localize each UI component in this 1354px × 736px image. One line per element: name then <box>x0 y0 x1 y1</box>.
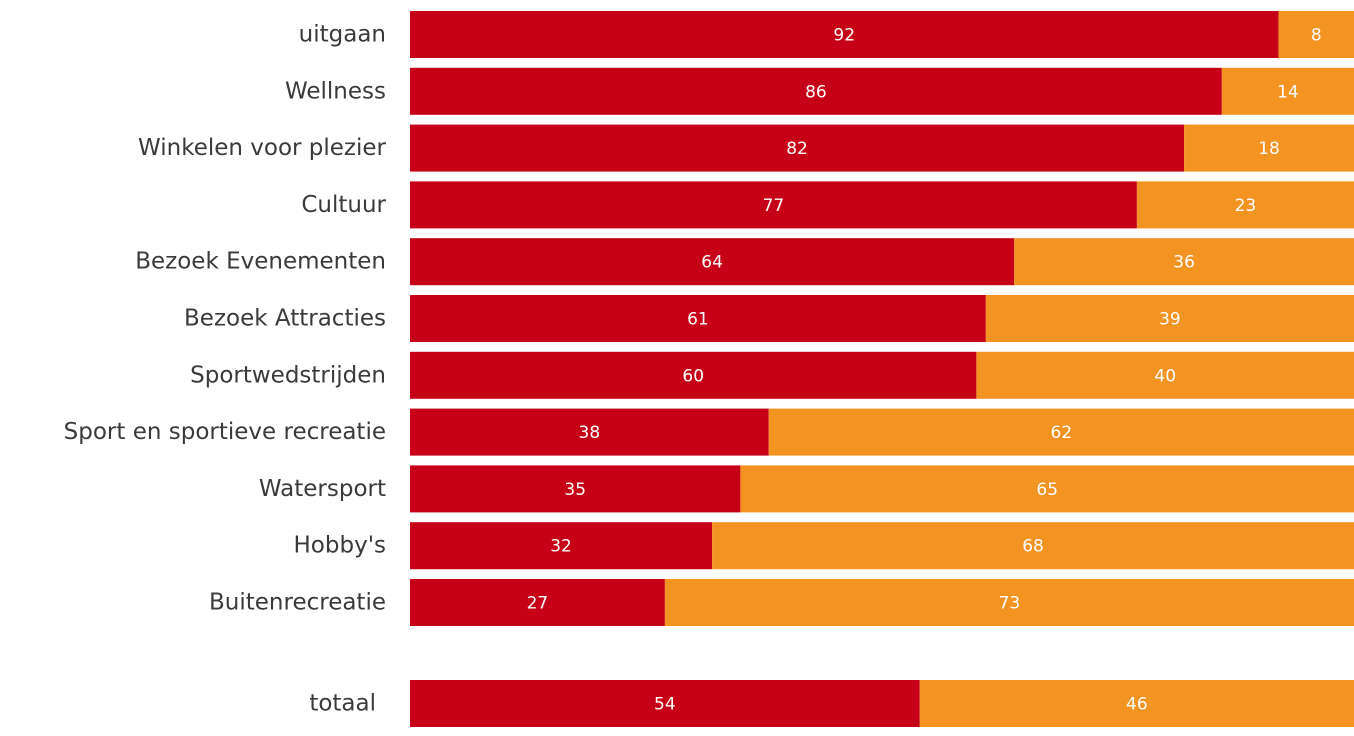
value-label-uitgaan-series-1: 92 <box>833 26 855 46</box>
bar-totaal-series-2 <box>919 680 1354 727</box>
category-label-wellness: Wellness <box>285 78 386 104</box>
value-label-wellness-series-1: 86 <box>805 82 827 102</box>
category-label-cultuur: Cultuur <box>301 192 386 218</box>
bar-totaal-series-1 <box>410 680 920 727</box>
value-label-bezoek-attracties-series-1: 61 <box>687 310 709 330</box>
bar-bezoek-evenementen-series-1 <box>410 238 1015 286</box>
category-label-winkelen-voor-plezier: Winkelen voor plezier <box>138 135 387 161</box>
value-label-buitenrecreatie-series-1: 27 <box>527 594 549 614</box>
category-label-buitenrecreatie: Buitenrecreatie <box>209 590 386 616</box>
value-label-bezoek-evenementen-series-1: 64 <box>701 253 723 273</box>
value-label-watersport-series-2: 65 <box>1036 480 1058 500</box>
value-label-cultuur-series-2: 23 <box>1235 196 1257 216</box>
category-label-bezoek-attracties: Bezoek Attracties <box>184 306 386 332</box>
bar-watersport-series-2 <box>740 465 1354 513</box>
category-labels: uitgaan Wellness Winkelen voor plezier Cult… <box>64 22 387 717</box>
bar-sport-en-sportieve-recreatie-series-1 <box>410 408 769 456</box>
bar-sportwedstrijden-series-1 <box>410 351 977 399</box>
category-label-uitgaan: uitgaan <box>299 22 386 48</box>
value-label-totaal-series-2: 46 <box>1126 695 1148 715</box>
bar-uitgaan-series-2 <box>1278 11 1354 58</box>
bar-winkelen-voor-plezier-series-1 <box>410 124 1185 172</box>
bar-watersport-series-1 <box>410 465 741 513</box>
bar-bezoek-evenementen-series-2 <box>1014 238 1354 286</box>
bar-bezoek-attracties-series-2 <box>985 295 1354 342</box>
value-label-wellness-series-2: 14 <box>1277 82 1299 102</box>
bar-hobby-s-series-1 <box>410 522 713 570</box>
value-label-winkelen-voor-plezier-series-2: 18 <box>1258 139 1280 159</box>
value-labels: 92 8 86 14 82 18 77 23 64 36 61 39 60 40 38 62 35 65 32 68 2… <box>527 26 1322 715</box>
category-label-sport-en-sportieve-recreatie: Sport en sportieve recreatie <box>64 419 386 445</box>
bar-sport-en-sportieve-recreatie-series-2 <box>768 408 1354 456</box>
value-label-hobby-s-series-2: 68 <box>1022 537 1044 557</box>
category-label-sportwedstrijden: Sportwedstrijden <box>190 362 386 388</box>
value-label-buitenrecreatie-series-2: 73 <box>999 594 1021 614</box>
bar-buitenrecreatie-series-2 <box>664 579 1354 626</box>
category-label-hobby-s: Hobby's <box>294 533 386 559</box>
value-label-sportwedstrijden-series-2: 40 <box>1154 366 1176 386</box>
value-label-sportwedstrijden-series-1: 60 <box>682 366 704 386</box>
value-label-totaal-series-1: 54 <box>654 695 676 715</box>
value-label-cultuur-series-1: 77 <box>763 196 785 216</box>
bar-cultuur-series-2 <box>1136 181 1354 229</box>
bar-bezoek-attracties-series-1 <box>410 295 986 342</box>
category-label-watersport: Watersport <box>259 476 386 502</box>
bar-wellness-series-2 <box>1221 67 1354 115</box>
value-label-watersport-series-1: 35 <box>564 480 586 500</box>
value-label-winkelen-voor-plezier-series-1: 82 <box>786 139 808 159</box>
bars <box>410 11 1354 727</box>
bar-buitenrecreatie-series-1 <box>410 579 665 626</box>
bar-hobby-s-series-2 <box>712 522 1354 570</box>
bar-winkelen-voor-plezier-series-2 <box>1184 124 1354 172</box>
category-label-totaal: totaal <box>309 691 376 717</box>
bar-cultuur-series-1 <box>410 181 1137 229</box>
bar-wellness-series-1 <box>410 67 1222 115</box>
value-label-uitgaan-series-2: 8 <box>1311 26 1322 46</box>
value-label-bezoek-evenementen-series-2: 36 <box>1173 253 1195 273</box>
bar-sportwedstrijden-series-2 <box>976 351 1354 399</box>
value-label-sport-en-sportieve-recreatie-series-2: 62 <box>1051 423 1073 443</box>
value-label-sport-en-sportieve-recreatie-series-1: 38 <box>579 423 601 443</box>
category-label-bezoek-evenementen: Bezoek Evenementen <box>135 249 386 275</box>
bar-uitgaan-series-1 <box>410 11 1279 58</box>
value-label-bezoek-attracties-series-2: 39 <box>1159 310 1181 330</box>
value-label-hobby-s-series-1: 32 <box>550 537 572 557</box>
